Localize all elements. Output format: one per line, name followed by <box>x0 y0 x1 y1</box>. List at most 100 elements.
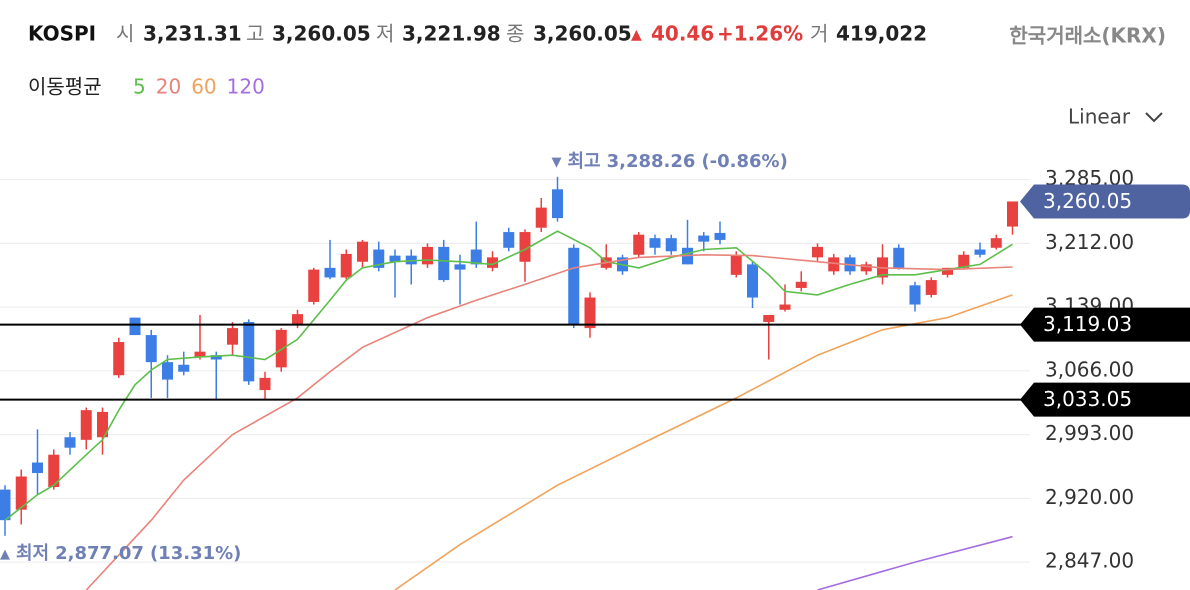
candle-body <box>308 269 320 302</box>
annotation-label: 최저 <box>16 543 49 564</box>
candle-body <box>438 246 450 281</box>
max-annotation: ▼ 최고 3,288.26 (-0.86%) <box>552 151 788 172</box>
candle-body <box>698 235 710 242</box>
y-tick-label: 3,066.00 <box>1045 357 1134 381</box>
candle-body <box>812 246 823 258</box>
low-label: 저 <box>376 22 394 46</box>
candle-body <box>747 264 758 298</box>
candle-body <box>649 238 661 248</box>
candle-body <box>958 254 970 268</box>
annotation-label: 최고 <box>568 151 601 172</box>
scale-selector[interactable]: Linear <box>1068 105 1163 129</box>
candle-body <box>535 207 547 228</box>
candle-body <box>129 317 141 336</box>
candle-body <box>422 246 433 265</box>
candle-body <box>405 255 417 265</box>
candle-body <box>470 249 482 265</box>
moving-average-line <box>85 253 1013 590</box>
current-price-box <box>1020 184 1190 219</box>
legend-entry: 5 <box>133 75 146 99</box>
annotation-value: 2,877.07 <box>55 543 144 564</box>
y-tick-label: 3,212.00 <box>1045 230 1134 254</box>
current-price-label: 3,260.05 <box>1043 189 1132 213</box>
chevron[interactable] <box>1145 112 1163 123</box>
price-box-label: 3,033.05 <box>1043 387 1132 411</box>
annotation-value: 3,288.26 <box>607 151 696 172</box>
legend-entry: 20 <box>156 75 181 99</box>
low-value: 3,221.98 <box>402 22 501 46</box>
candle-body <box>730 254 742 275</box>
candle-body <box>113 342 125 376</box>
y-tick-label: 2,847.00 <box>1045 549 1134 573</box>
open-value: 3,231.31 <box>143 22 242 46</box>
change-marker: ▲ <box>631 27 642 43</box>
close-value: 3,260.05 <box>533 22 632 46</box>
annotation-change: (13.31%) <box>150 543 241 564</box>
moving-average-line <box>817 535 1013 590</box>
candle-body <box>828 257 840 272</box>
symbol: KOSPI <box>28 22 96 46</box>
candle-body <box>80 410 92 440</box>
candle-body <box>714 232 726 240</box>
candle-body <box>357 241 368 262</box>
grid <box>0 179 1030 563</box>
candle-body <box>210 355 222 360</box>
high-value: 3,260.05 <box>272 22 371 46</box>
candle-body <box>15 476 27 510</box>
close-label: 종 <box>506 22 524 46</box>
candle-body <box>97 411 108 438</box>
candle-body <box>763 315 775 322</box>
candle-body <box>292 314 303 325</box>
candle-body <box>779 304 791 310</box>
annotation-marker: ▲ <box>0 546 10 561</box>
candle-body <box>925 280 937 295</box>
y-tick-label: 2,993.00 <box>1045 421 1134 445</box>
annotation-change: (-0.86%) <box>701 151 787 172</box>
legend-title: 이동평균 <box>28 75 102 99</box>
candle-body <box>893 247 905 268</box>
candle-body <box>178 364 190 372</box>
plot-area <box>0 176 1018 590</box>
candle-body <box>48 454 60 487</box>
candle-body <box>974 249 986 255</box>
candle-body <box>942 267 953 275</box>
volume-value: 419,022 <box>836 22 927 46</box>
moving-average-line <box>394 294 1013 590</box>
candle-body <box>145 335 157 363</box>
overlays: 3,119.03 3,033.05 3,260.05 ▼ 최고 3,288.26 (-0.8… <box>0 151 1190 564</box>
candle-body <box>503 232 515 248</box>
candle-body <box>552 189 563 219</box>
candle-body <box>860 264 872 272</box>
annotation-marker: ▼ <box>552 154 562 169</box>
high-label: 고 <box>246 22 264 46</box>
moving-average-line <box>4 230 1013 521</box>
candle-body <box>340 253 352 278</box>
candle-body <box>487 257 498 268</box>
legend-entry: 60 <box>191 75 216 99</box>
candle-body <box>243 321 255 382</box>
legend-entry: 120 <box>227 75 265 99</box>
volume-label: 거 <box>810 22 828 46</box>
y-tick-label: 2,920.00 <box>1045 485 1134 509</box>
scale-label[interactable]: Linear <box>1068 105 1131 129</box>
source: 한국거래소(KRX) <box>1009 24 1166 48</box>
candle-body <box>665 238 677 252</box>
change-percent: +1.26% <box>717 22 803 46</box>
candle-body <box>389 255 401 262</box>
candle-body <box>32 462 43 474</box>
price-box <box>1020 307 1190 342</box>
header: KOSPI 시 3,231.31 고 3,260.05 저 3,221.98 종… <box>28 22 1166 129</box>
candle-body <box>1007 201 1018 227</box>
candle-body <box>633 234 645 255</box>
price-box-label: 3,119.03 <box>1043 312 1132 336</box>
candle-body <box>519 232 531 262</box>
candle-body <box>454 264 466 270</box>
candle-body <box>162 362 173 380</box>
candle-body <box>795 281 807 288</box>
y-axis: 3,285.003,212.003,139.003,066.002,993.00… <box>1045 166 1134 572</box>
candle-body <box>0 489 11 521</box>
price-box <box>1020 382 1190 417</box>
candle-body <box>194 351 206 357</box>
candle-body <box>259 377 271 391</box>
